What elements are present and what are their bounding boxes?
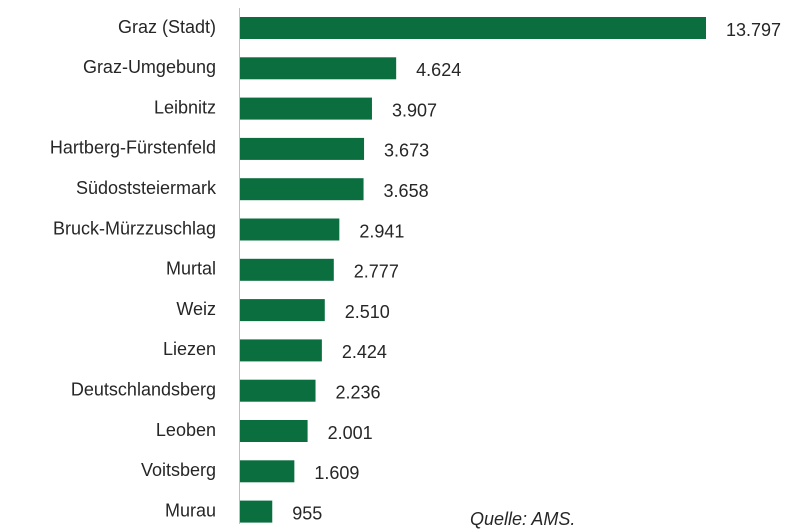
y-tick-label: Deutschlandsberg (71, 379, 216, 399)
y-tick-label: Murau (165, 500, 216, 520)
bar (240, 178, 364, 201)
y-tick-label: Voitsberg (141, 460, 216, 480)
y-tick-label: Weiz (176, 299, 216, 319)
bar (240, 137, 365, 160)
y-tick-label: Graz-Umgebung (83, 57, 216, 77)
source-note: Quelle: AMS. (470, 509, 575, 529)
data-label: 3.907 (392, 100, 437, 120)
bar (240, 97, 372, 120)
data-label: 3.673 (384, 141, 429, 161)
data-label: 3.658 (384, 181, 429, 201)
data-label: 2.777 (354, 262, 399, 282)
y-tick-label: Graz (Stadt) (118, 17, 216, 37)
data-label: 1.609 (314, 463, 359, 483)
bar (240, 379, 316, 402)
bar (240, 57, 397, 80)
y-tick-label: Liezen (163, 339, 216, 359)
bar (240, 299, 325, 322)
bar (240, 339, 322, 362)
bar (240, 420, 308, 442)
y-tick-label: Südoststeiermark (76, 178, 217, 198)
data-label: 2.424 (342, 342, 387, 362)
bar (240, 218, 340, 241)
y-tick-label: Hartberg-Fürstenfeld (50, 138, 216, 158)
bar (240, 17, 706, 39)
bar (240, 460, 295, 483)
data-label: 2.941 (359, 221, 404, 241)
y-tick-label: Bruck-Mürzzuschlag (53, 218, 216, 238)
y-tick-label: Leibnitz (154, 97, 216, 117)
y-tick-label: Leoben (156, 420, 216, 440)
bar (240, 500, 273, 523)
y-tick-label: Murtal (166, 259, 216, 279)
data-label: 4.624 (416, 60, 461, 80)
data-label: 13.797 (726, 20, 781, 40)
data-label: 955 (292, 503, 322, 523)
data-label: 2.510 (345, 302, 390, 322)
data-label: 2.236 (336, 382, 381, 402)
data-label: 2.001 (328, 423, 373, 443)
bar (240, 258, 334, 281)
